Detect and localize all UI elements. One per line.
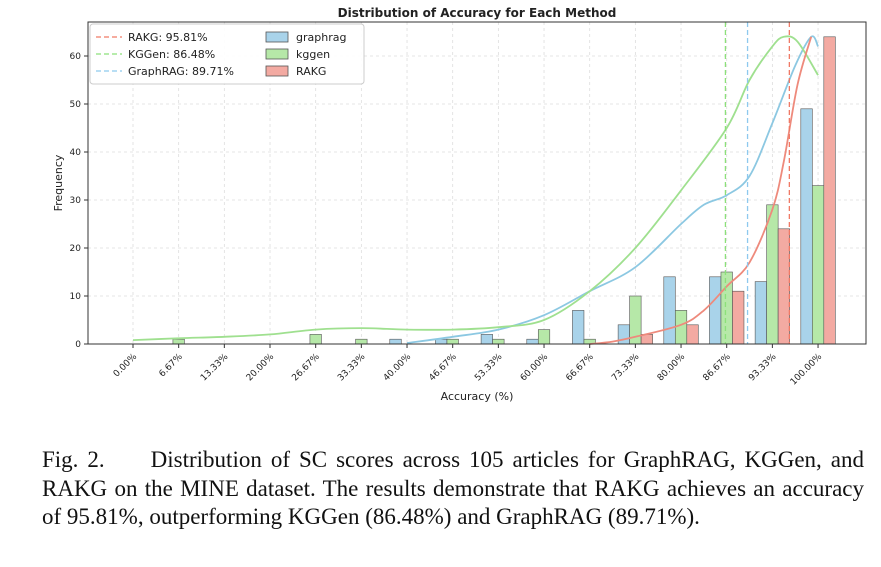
y-tick-label: 60	[70, 52, 82, 62]
legend-bar-swatch	[265, 31, 289, 43]
bar-graphrag	[572, 310, 585, 345]
legend-line-label: KGGen: 86.48%	[128, 48, 215, 61]
y-tick-label: 0	[75, 340, 81, 350]
x-tick-layer: 0.00% 6.67% 13.33% 20.00% 26.67% 33.33% 40.00%…	[112, 344, 825, 388]
legend-bar-label: graphrag	[296, 31, 346, 44]
y-tick-label: 40	[70, 148, 82, 158]
y-tick-label: 10	[70, 292, 82, 302]
legend-bar-label: kggen	[296, 48, 330, 61]
kde-layer	[132, 35, 819, 345]
legend-bar-swatch	[265, 48, 289, 60]
x-tick-label: 33.33%	[336, 352, 368, 384]
x-tick-label: 73.33%	[610, 352, 642, 384]
y-tick-label: 50	[70, 100, 82, 110]
legend-bar-label: RAKG	[296, 65, 326, 78]
bar-rakg	[777, 228, 790, 345]
x-tick-label: 53.33%	[473, 352, 505, 384]
x-tick-label: 86.67%	[701, 352, 733, 384]
bar-graphrag	[709, 276, 722, 345]
y-axis-label: Frequency	[52, 154, 65, 211]
bar-graphrag	[754, 281, 767, 345]
kde-curve-rakg	[589, 36, 813, 345]
bar-rakg	[732, 290, 745, 345]
legend-line-label: RAKG: 95.81%	[128, 31, 208, 44]
x-tick-label: 100.00%	[789, 352, 825, 388]
bar-graphrag	[435, 338, 448, 345]
legend-line-label: GraphRAG: 89.71%	[128, 65, 234, 78]
x-tick-label: 46.67%	[427, 352, 459, 384]
legend: RAKG: 95.81% KGGen: 86.48% GraphRAG: 89.71…	[89, 23, 365, 85]
bar-kggen	[674, 310, 688, 345]
bar-kggen	[537, 329, 551, 345]
bar-kggen	[355, 338, 368, 345]
x-tick-label: 93.33%	[747, 352, 779, 384]
x-tick-label: 26.67%	[290, 352, 322, 384]
bar-graphrag	[663, 276, 676, 345]
bar-layer	[172, 36, 836, 345]
bar-rakg	[686, 324, 699, 345]
kde-curve-kggen	[132, 35, 819, 342]
bar-rakg	[823, 36, 836, 345]
legend-box	[89, 23, 365, 85]
bar-kggen	[492, 338, 505, 345]
caption-figure-number: Fig. 2.	[42, 447, 105, 472]
x-tick-label: 13.33%	[199, 352, 231, 384]
x-axis-label: Accuracy (%)	[441, 390, 514, 403]
bar-graphrag	[389, 338, 402, 345]
x-tick-label: 40.00%	[382, 352, 414, 384]
bar-kggen	[766, 204, 779, 345]
bar-kggen	[446, 338, 459, 345]
x-tick-label: 0.00%	[112, 352, 140, 380]
plot-frame	[87, 21, 867, 345]
x-tick-label: 6.67%	[158, 352, 186, 380]
kde-curve-graphrag	[406, 35, 819, 344]
chart-title: Distribution of Accuracy for Each Method	[338, 6, 617, 20]
accuracy-distribution-chart: Distribution of Accuracy for Each Method…	[52, 6, 867, 403]
legend-bar-swatch	[265, 65, 289, 77]
y-tick-label: 30	[70, 196, 82, 206]
bar-kggen	[309, 334, 322, 345]
x-tick-label: 66.67%	[564, 352, 596, 384]
bar-graphrag	[526, 338, 539, 345]
bar-graphrag	[480, 334, 493, 345]
caption-text: Distribution of SC scores across 105 art…	[42, 447, 864, 529]
y-tick-layer: 0 10 20 30 40 50 60	[70, 52, 88, 350]
bar-kggen	[172, 338, 185, 345]
bar-graphrag	[800, 108, 813, 345]
figure-caption: Fig. 2. Distribution of SC scores across …	[42, 446, 864, 532]
vline-layer	[724, 22, 790, 344]
bar-kggen	[811, 185, 825, 345]
x-tick-label: 60.00%	[519, 352, 551, 384]
x-tick-label: 80.00%	[656, 352, 688, 384]
y-tick-label: 20	[70, 244, 82, 254]
x-tick-label: 20.00%	[245, 352, 277, 384]
